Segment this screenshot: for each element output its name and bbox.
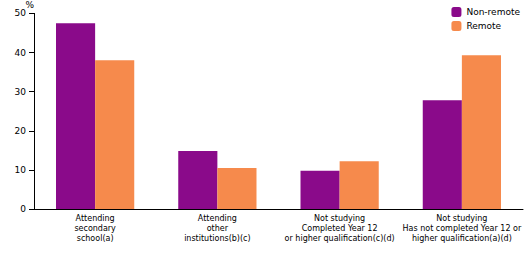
svg-text:Attending: Attending [76,214,115,223]
svg-text:other: other [207,224,229,233]
svg-text:Non-remote: Non-remote [466,7,520,17]
svg-text:40: 40 [15,48,27,58]
svg-text:or higher qualification(c)(d): or higher qualification(c)(d) [285,234,395,243]
svg-text:Has not completed Year 12 or: Has not completed Year 12 or [403,224,522,233]
svg-text:20: 20 [15,126,27,136]
svg-text:Not studying: Not studying [436,214,487,223]
svg-text:50: 50 [15,8,27,18]
svg-text:Completed Year 12: Completed Year 12 [302,224,378,233]
svg-text:%: % [25,0,34,10]
svg-text:Attending: Attending [198,214,237,223]
svg-text:10: 10 [15,165,27,175]
svg-text:secondary: secondary [74,224,116,233]
svg-text:higher qualification(a)(d): higher qualification(a)(d) [412,234,512,243]
svg-text:Remote: Remote [466,21,501,31]
svg-text:30: 30 [15,87,27,97]
svg-text:Not studying: Not studying [314,214,365,223]
svg-text:school(a): school(a) [77,234,114,243]
svg-text:institutions(b)(c): institutions(b)(c) [184,234,250,243]
svg-text:0: 0 [20,204,26,214]
